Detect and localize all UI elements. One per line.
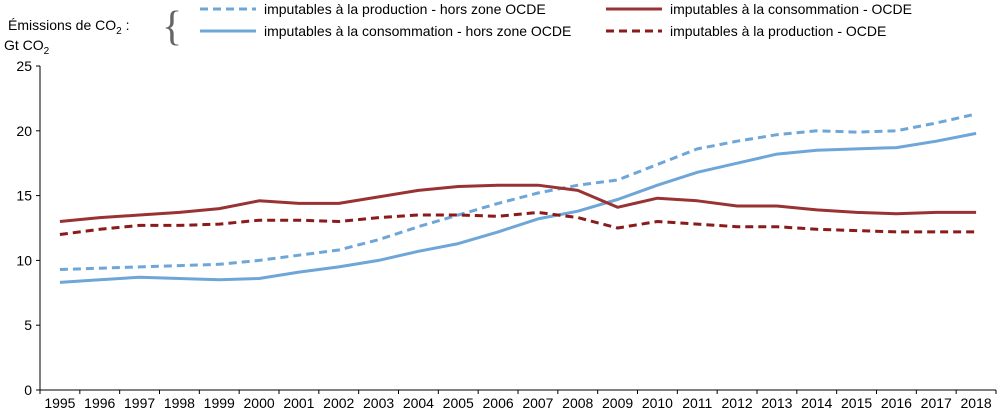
x-tick-label: 2005 bbox=[443, 395, 474, 410]
x-tick-label: 2014 bbox=[801, 395, 832, 410]
y-tick-label: 25 bbox=[16, 58, 32, 74]
x-tick-label: 2003 bbox=[363, 395, 394, 410]
x-tick-label: 2009 bbox=[602, 395, 633, 410]
y-tick-label: 20 bbox=[16, 123, 32, 139]
series-line bbox=[59, 131, 977, 284]
x-tick-label: 2010 bbox=[642, 395, 673, 410]
x-tick-label: 2017 bbox=[921, 395, 952, 410]
x-tick-label: 1997 bbox=[124, 395, 155, 410]
x-tick-label: 2004 bbox=[403, 395, 434, 410]
x-tick-label: 2002 bbox=[323, 395, 354, 410]
legend-intro: Émissions de CO2 : bbox=[8, 17, 130, 37]
legend: Émissions de CO2 : { imputables à la pro… bbox=[8, 1, 912, 50]
x-tick-label: 1995 bbox=[44, 395, 75, 410]
series-line bbox=[59, 183, 977, 223]
x-tick-label: 2013 bbox=[761, 395, 792, 410]
x-tick-label: 2011 bbox=[682, 395, 712, 410]
x-tick-label: 2018 bbox=[961, 395, 992, 410]
legend-label: imputables à la production - hors zone O… bbox=[264, 1, 546, 17]
y-tick-label: 15 bbox=[16, 188, 32, 204]
series-line bbox=[59, 112, 977, 271]
y-tick-label: 10 bbox=[16, 252, 32, 268]
x-tick-label: 2007 bbox=[522, 395, 553, 410]
x-tick-label: 2015 bbox=[841, 395, 872, 410]
legend-label: imputables à la consommation - hors zone… bbox=[264, 23, 571, 39]
x-tick-label: 2016 bbox=[881, 395, 912, 410]
legend-brace: { bbox=[162, 4, 182, 50]
x-tick-label: 1996 bbox=[84, 395, 115, 410]
x-tick-label: 1998 bbox=[164, 395, 195, 410]
x-tick-label: 2001 bbox=[283, 395, 314, 410]
x-tick-label: 2012 bbox=[722, 395, 753, 410]
legend-label: imputables à la consommation - OCDE bbox=[670, 1, 912, 17]
y-axis-label: Gt CO2 bbox=[4, 37, 50, 57]
x-tick-label: 1999 bbox=[204, 395, 235, 410]
x-tick-label: 2000 bbox=[244, 395, 275, 410]
x-tick-label: 2006 bbox=[483, 395, 514, 410]
x-tick-label: 2008 bbox=[562, 395, 593, 410]
series-line bbox=[59, 210, 977, 236]
legend-label: imputables à la production - OCDE bbox=[670, 23, 886, 39]
y-tick-label: 0 bbox=[24, 382, 32, 398]
y-tick-label: 5 bbox=[24, 317, 32, 333]
